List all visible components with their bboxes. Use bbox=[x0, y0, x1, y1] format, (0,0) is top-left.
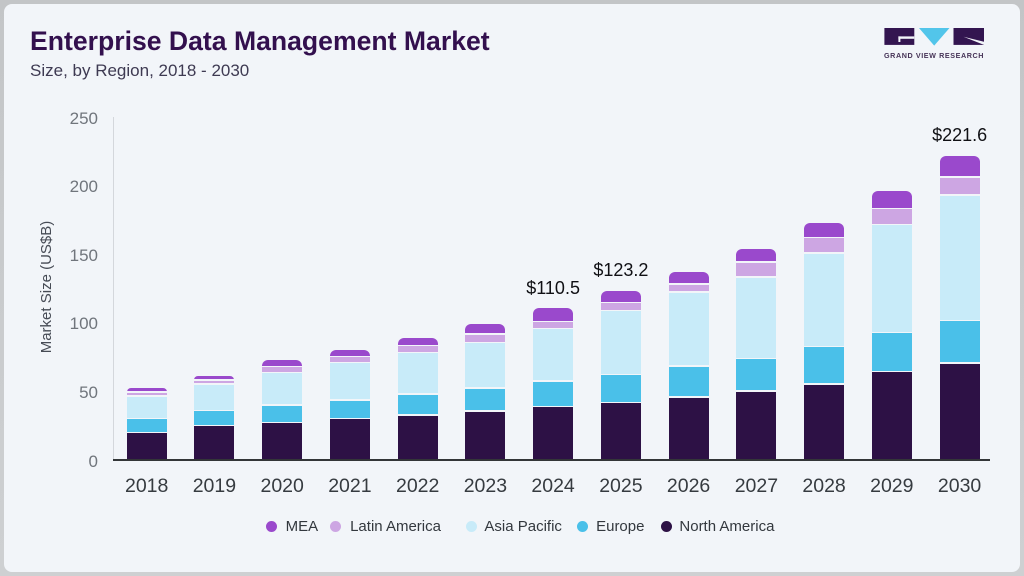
svg-text:GRAND VIEW RESEARCH: GRAND VIEW RESEARCH bbox=[884, 51, 984, 59]
